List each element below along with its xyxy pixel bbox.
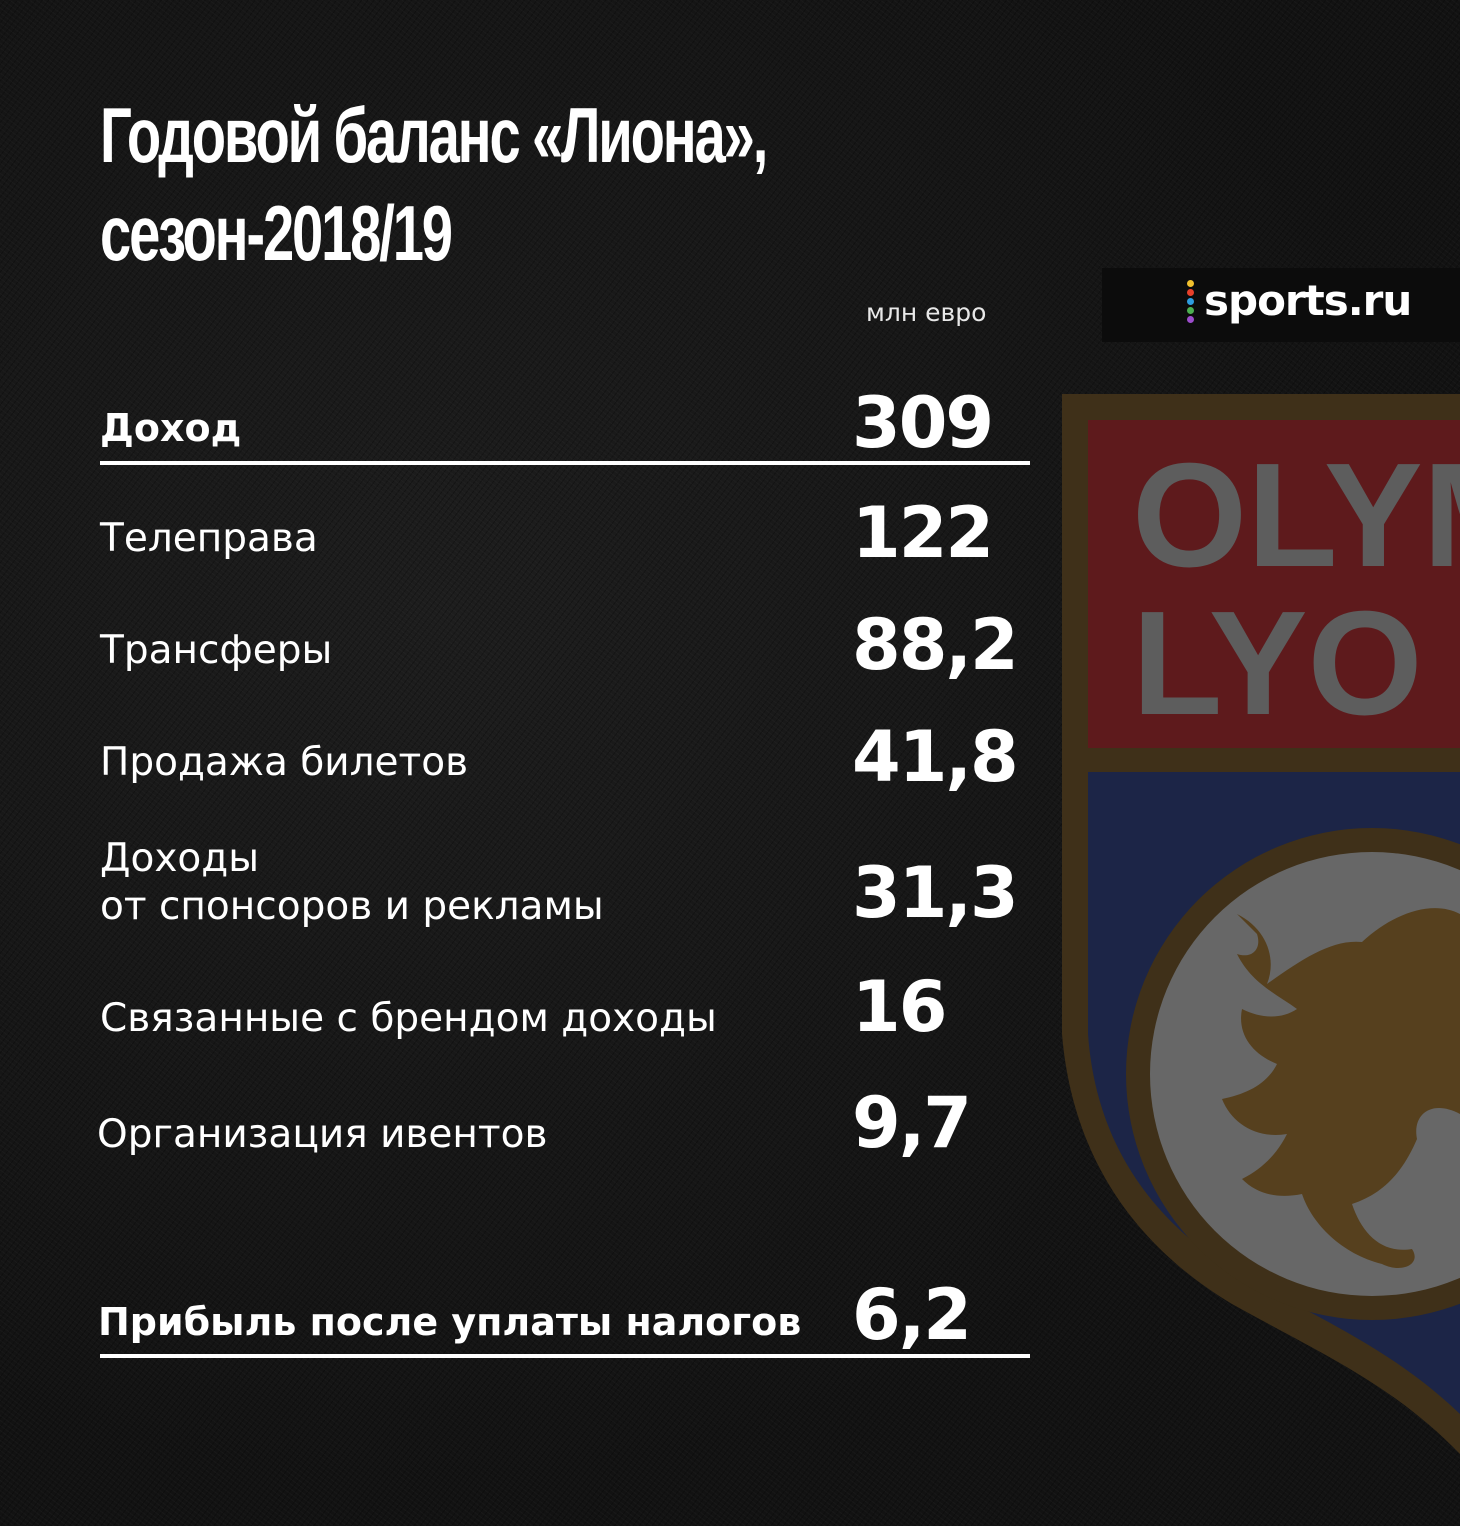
tickets-value: 41,8 xyxy=(852,716,1019,798)
logo-text: sports.ru xyxy=(1204,276,1412,325)
sponsorship-label-line-1: Доходы xyxy=(100,836,260,881)
tickets-label: Продажа билетов xyxy=(100,740,469,785)
club-crest: OLYM LYO xyxy=(1062,394,1460,1454)
tv-rights-value: 122 xyxy=(852,492,994,574)
brand-revenue-label: Связанные с брендом доходы xyxy=(100,996,717,1041)
sports-ru-logo: sports.ru xyxy=(1102,268,1460,342)
revenue-value: 309 xyxy=(852,382,994,464)
logo-dot xyxy=(1187,307,1194,314)
transfers-label: Трансферы xyxy=(100,628,333,673)
events-label: Организация ивентов xyxy=(97,1112,548,1157)
crest-graphic: OLYM LYO xyxy=(1062,394,1460,1454)
brand-revenue-value: 16 xyxy=(852,966,947,1048)
sponsorship-label-line-2: от спонсоров и рекламы xyxy=(100,884,604,929)
events-value: 9,7 xyxy=(852,1082,972,1164)
revenue-label: Доход xyxy=(100,406,242,450)
page-title: Годовой баланс «Лиона», сезон-2018/19 xyxy=(100,86,768,282)
lion-icon xyxy=(1222,908,1460,1269)
tv-rights-label: Телеправа xyxy=(100,516,318,561)
profit-divider xyxy=(100,1354,1030,1358)
logo-dot xyxy=(1187,280,1194,287)
profit-label: Прибыль после уплаты налогов xyxy=(98,1300,802,1344)
title-line-2: сезон-2018/19 xyxy=(100,189,453,277)
revenue-divider xyxy=(100,461,1030,465)
profit-value: 6,2 xyxy=(852,1274,972,1356)
crest-text-line-2: LYO xyxy=(1132,581,1423,746)
sponsorship-value: 31,3 xyxy=(852,852,1019,934)
title-line-1: Годовой баланс «Лиона», xyxy=(100,91,768,179)
units-label: млн евро xyxy=(866,298,987,327)
logo-dot xyxy=(1187,289,1194,296)
transfers-value: 88,2 xyxy=(852,604,1019,686)
crest-text-line-1: OLYM xyxy=(1132,433,1460,598)
logo-dot xyxy=(1187,298,1194,305)
logo-dot xyxy=(1187,316,1194,323)
crest-top-panel xyxy=(1088,420,1460,748)
logo-dots-icon xyxy=(1187,280,1194,332)
